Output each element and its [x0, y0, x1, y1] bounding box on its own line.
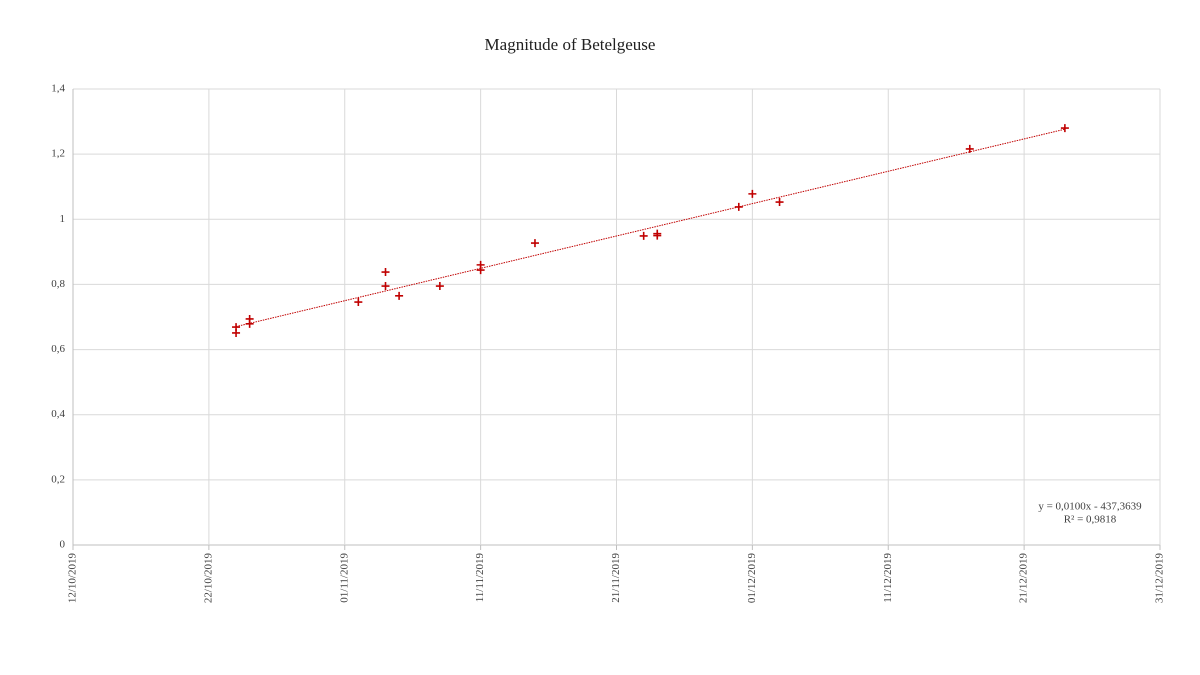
point	[381, 282, 390, 291]
y-tick-label: 0,4	[51, 408, 65, 420]
y-tick-label: 0,8	[51, 278, 65, 290]
point	[530, 239, 539, 248]
y-tick-label: 0,2	[51, 473, 65, 485]
trendline-label: y = 0,0100x - 437,3639	[1038, 501, 1142, 513]
trendline	[235, 128, 1066, 328]
y-tick-label: 1	[60, 213, 66, 225]
y-tick-label: 1,2	[51, 148, 65, 160]
chart-title: Magnitude of Betelgeuse	[485, 35, 656, 54]
point	[639, 231, 648, 240]
point	[354, 298, 363, 307]
x-tick-label: 11/11/2019	[474, 553, 486, 603]
x-tick-label: 21/11/2019	[610, 553, 622, 603]
point	[965, 144, 974, 153]
x-tick-label: 01/12/2019	[746, 553, 758, 604]
point	[245, 319, 254, 328]
x-tick-label: 21/12/2019	[1018, 553, 1030, 604]
point	[653, 231, 662, 240]
x-tick-label: 31/12/2019	[1154, 553, 1166, 604]
point	[232, 328, 241, 337]
x-tick-label: 11/12/2019	[882, 553, 894, 603]
x-tick-label: 22/10/2019	[202, 553, 214, 604]
x-tick-label: 12/10/2019	[67, 553, 79, 604]
point	[775, 198, 784, 207]
point	[395, 291, 404, 300]
y-tick-label: 0	[60, 539, 66, 551]
point	[734, 202, 743, 211]
point	[476, 266, 485, 275]
y-tick-label: 1,4	[51, 83, 65, 95]
point	[1060, 124, 1069, 133]
y-tick-label: 0,6	[51, 343, 65, 355]
x-tick-label: 01/11/2019	[338, 553, 350, 603]
point	[381, 268, 390, 277]
trendline-label: R² = 0,9818	[1064, 514, 1117, 526]
point	[748, 189, 757, 198]
point	[435, 282, 444, 291]
